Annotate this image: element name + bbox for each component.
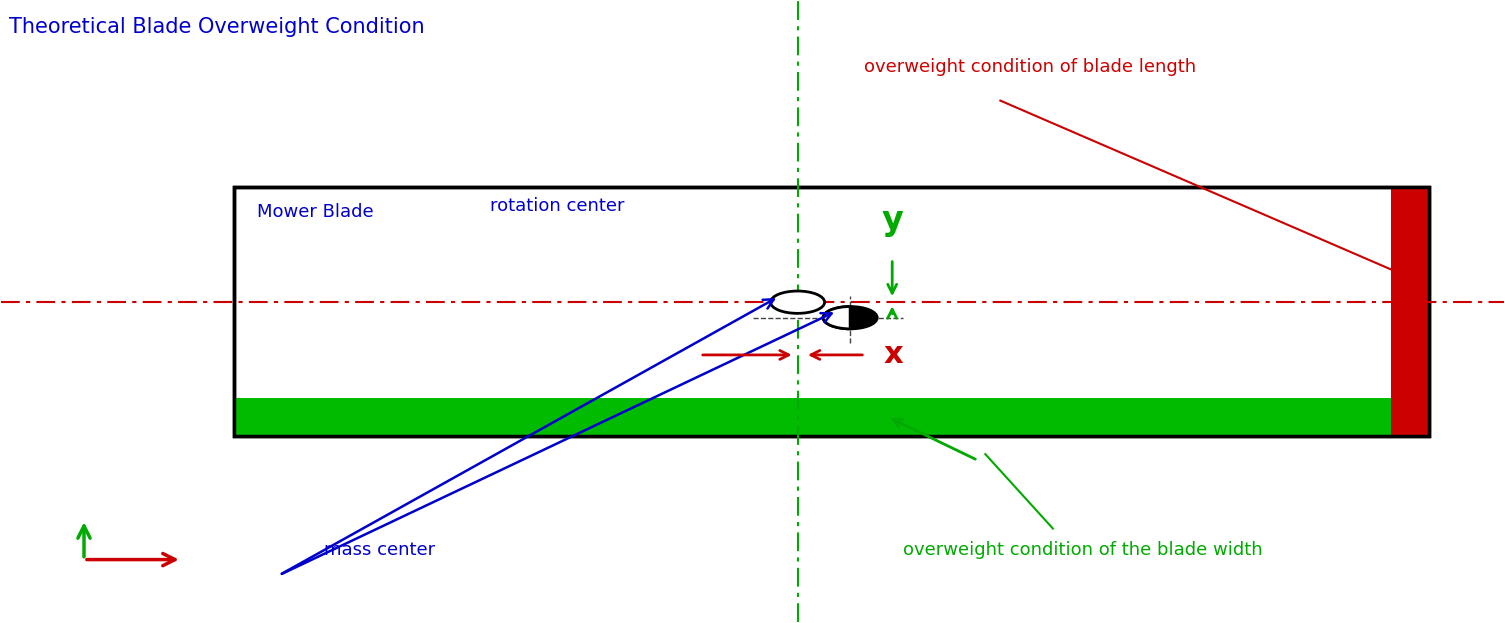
Bar <box>235 398 1428 435</box>
Text: mass center: mass center <box>325 541 435 559</box>
Circle shape <box>823 307 877 329</box>
Text: overweight condition of blade length: overweight condition of blade length <box>864 58 1196 76</box>
Bar <box>1391 188 1428 435</box>
Text: overweight condition of the blade width: overweight condition of the blade width <box>903 541 1263 559</box>
Text: Mower Blade: Mower Blade <box>257 203 373 221</box>
Bar <box>235 188 1428 435</box>
Text: rotation center: rotation center <box>491 197 625 215</box>
Text: x: x <box>883 340 903 369</box>
Bar <box>235 188 1428 435</box>
Text: Theoretical Blade Overweight Condition: Theoretical Blade Overweight Condition <box>9 17 424 37</box>
Wedge shape <box>823 307 850 329</box>
Circle shape <box>771 291 825 313</box>
Text: y: y <box>882 204 903 237</box>
